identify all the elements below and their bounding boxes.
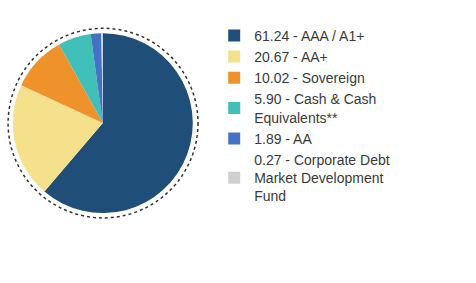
svg-text:1.89 - AA: 1.89 - AA	[254, 131, 312, 147]
svg-text:10.02 - Sovereign: 10.02 - Sovereign	[254, 70, 365, 86]
svg-text:0.27 - Corporate DebtMarket De: 0.27 - Corporate DebtMarket DevelopmentF…	[254, 152, 390, 204]
svg-text:61.24 - AAA / A1+: 61.24 - AAA / A1+	[254, 28, 364, 44]
svg-text:5.90 - Cash & CashEquivalents*: 5.90 - Cash & CashEquivalents**	[254, 91, 376, 125]
svg-text:20.67 - AA+: 20.67 - AA+	[254, 49, 328, 65]
